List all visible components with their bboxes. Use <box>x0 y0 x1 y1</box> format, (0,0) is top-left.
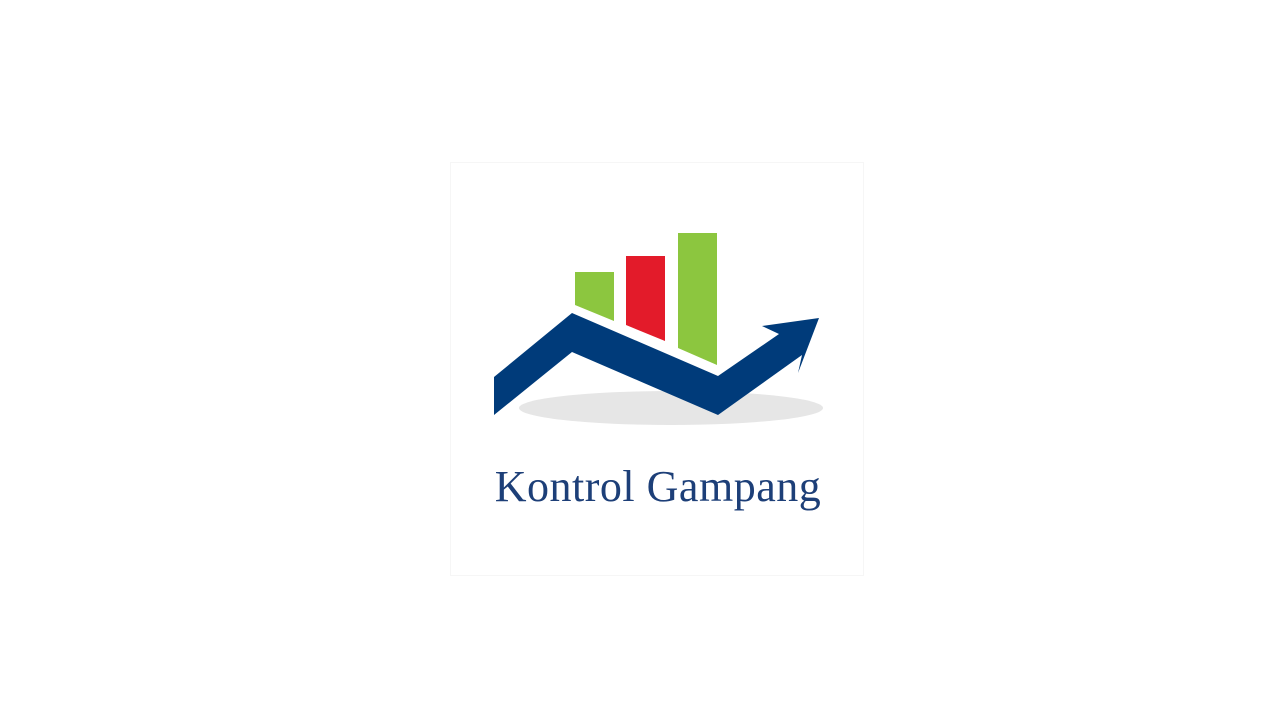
bar-red <box>626 256 665 341</box>
shadow-ellipse <box>519 391 823 425</box>
brand-name: Kontrol Gampang <box>494 462 822 511</box>
arrow-band <box>494 313 819 415</box>
logo-card: Kontrol Gampang <box>450 162 864 576</box>
growth-chart-arrow-icon <box>494 233 823 425</box>
bar-green-small <box>575 272 614 321</box>
bar-green-tall <box>678 233 717 365</box>
